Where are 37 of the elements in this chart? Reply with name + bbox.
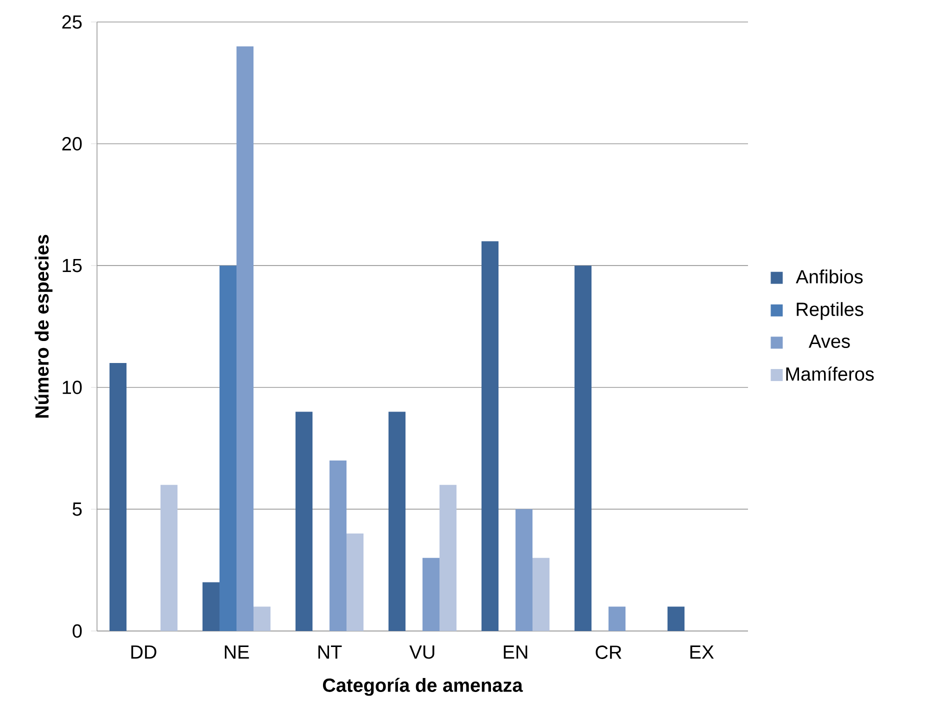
bar bbox=[668, 606, 685, 631]
x-tick-label: VU bbox=[409, 646, 434, 659]
legend-label: Reptiles bbox=[796, 302, 864, 320]
bar bbox=[422, 558, 440, 631]
bar bbox=[440, 484, 457, 631]
bar bbox=[236, 46, 254, 631]
bar bbox=[220, 266, 237, 631]
y-tick-label: 5 bbox=[72, 502, 82, 516]
bar bbox=[110, 363, 127, 631]
bar bbox=[532, 558, 550, 631]
bar bbox=[330, 460, 347, 631]
x-tick-label: DD bbox=[131, 646, 156, 659]
y-tick-label: 15 bbox=[62, 258, 82, 272]
x-axis-title: Categoría de amenaza bbox=[322, 678, 523, 696]
bar bbox=[254, 606, 271, 631]
y-axis-title: Número de especies bbox=[34, 234, 52, 418]
bar bbox=[202, 582, 220, 631]
bar bbox=[516, 509, 533, 631]
y-tick-label: 0 bbox=[72, 624, 82, 638]
bar bbox=[388, 412, 406, 631]
y-tick-label: 25 bbox=[62, 15, 82, 29]
y-tick-label: 20 bbox=[62, 137, 82, 151]
x-tick-label: EN bbox=[504, 646, 528, 659]
bar bbox=[160, 484, 178, 631]
legend-label: Mamíferos bbox=[786, 366, 874, 381]
bar bbox=[482, 241, 499, 631]
x-tick-label: NT bbox=[318, 646, 342, 659]
legend-label: Anfibios bbox=[796, 270, 863, 284]
x-tick-label: EX bbox=[690, 646, 714, 659]
x-tick-label: NE bbox=[224, 646, 249, 659]
bar bbox=[608, 606, 626, 631]
legend-label: Aves bbox=[808, 334, 850, 348]
bar bbox=[346, 534, 364, 631]
y-tick-label: 10 bbox=[62, 380, 82, 394]
bar bbox=[296, 412, 313, 631]
x-tick-label: CR bbox=[596, 646, 622, 659]
bar bbox=[574, 266, 592, 631]
